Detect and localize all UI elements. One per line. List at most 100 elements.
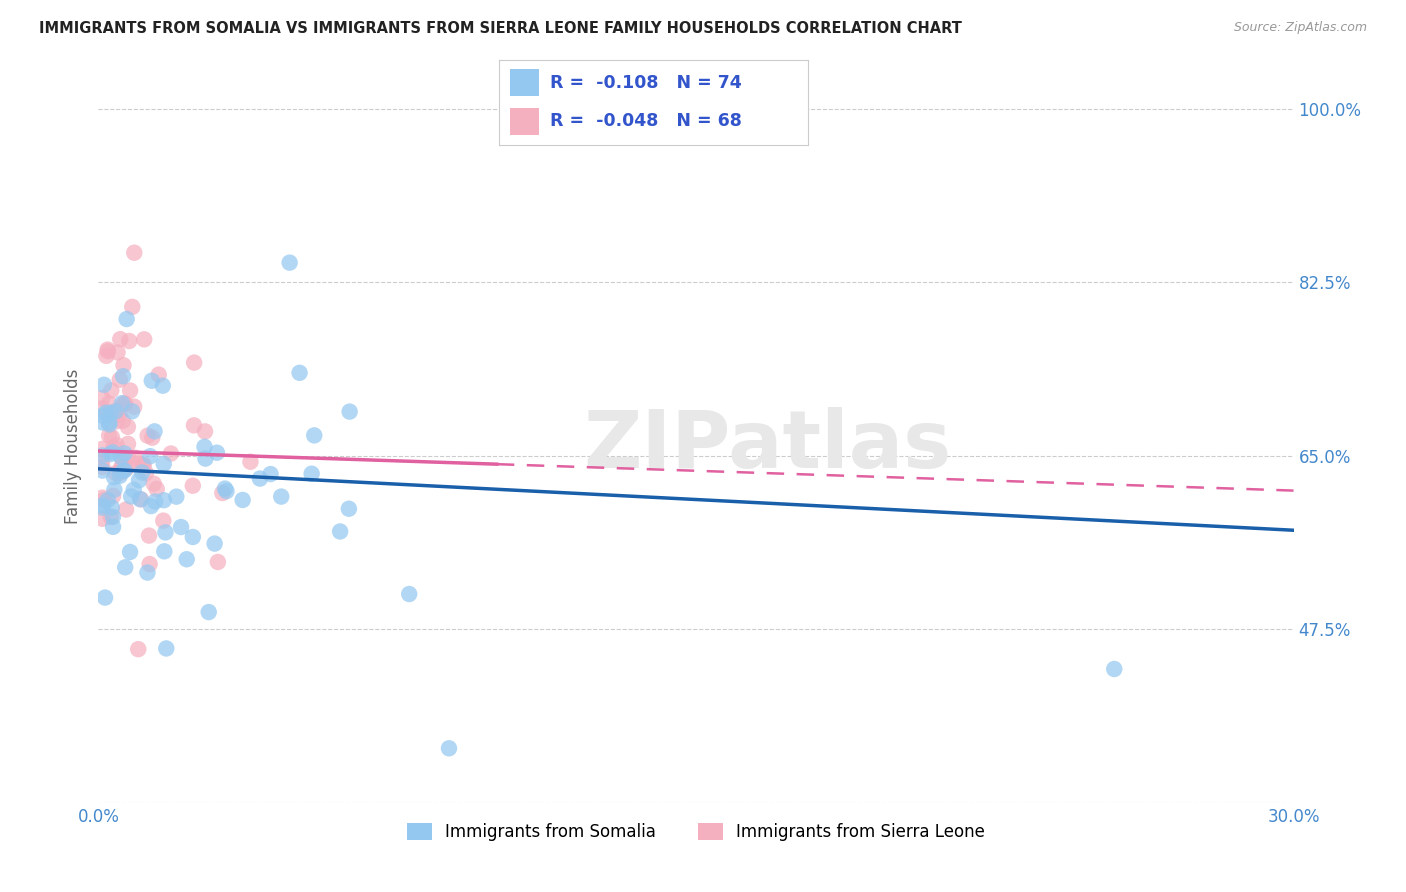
Text: ZIPatlas: ZIPatlas — [583, 407, 952, 485]
Point — [91, 500, 114, 515]
Point — [194, 451, 217, 466]
Point — [207, 555, 229, 569]
Point — [111, 396, 134, 410]
Point — [142, 476, 165, 491]
Point — [100, 406, 122, 420]
Point — [131, 458, 153, 472]
Point — [120, 545, 142, 559]
Point — [122, 400, 145, 414]
Point — [215, 484, 238, 499]
Point — [120, 489, 142, 503]
Y-axis label: Family Households: Family Households — [65, 368, 83, 524]
Point — [239, 455, 262, 469]
Bar — [510, 69, 540, 96]
Point — [1104, 662, 1126, 676]
Point — [91, 391, 114, 405]
Point — [141, 374, 163, 388]
Point — [96, 343, 118, 357]
Point — [129, 492, 152, 507]
Point — [183, 355, 205, 369]
Point — [114, 397, 136, 411]
Point — [108, 373, 131, 387]
Point — [155, 641, 177, 656]
Point — [100, 510, 122, 524]
Point — [270, 490, 292, 504]
Point — [91, 409, 114, 423]
Point — [114, 446, 136, 460]
Point — [110, 332, 132, 346]
Point — [100, 384, 122, 398]
Point — [112, 369, 135, 384]
Point — [165, 490, 187, 504]
Point — [181, 478, 204, 492]
Point — [114, 463, 136, 477]
Point — [110, 450, 132, 464]
Point — [115, 502, 138, 516]
Point — [183, 418, 205, 433]
Point — [138, 557, 160, 571]
Point — [115, 312, 138, 326]
Point — [211, 486, 233, 500]
Point — [117, 437, 139, 451]
Point — [91, 442, 114, 456]
Point — [114, 560, 136, 574]
Point — [194, 425, 217, 439]
Point — [105, 403, 128, 417]
Point — [93, 492, 115, 507]
Text: R =  -0.108   N = 74: R = -0.108 N = 74 — [550, 74, 742, 92]
Point — [214, 482, 236, 496]
Point — [152, 378, 174, 392]
Point — [97, 344, 120, 359]
Point — [98, 416, 121, 430]
Point — [108, 408, 131, 422]
Point — [112, 464, 135, 478]
Point — [104, 404, 127, 418]
Point — [155, 525, 177, 540]
Point — [101, 509, 124, 524]
Point — [110, 466, 132, 480]
Point — [94, 406, 117, 420]
Legend: Immigrants from Somalia, Immigrants from Sierra Leone: Immigrants from Somalia, Immigrants from… — [401, 816, 991, 848]
Point — [278, 255, 301, 269]
Point — [105, 438, 128, 452]
Point — [143, 425, 166, 439]
Point — [204, 536, 226, 550]
Point — [127, 642, 149, 657]
Text: R =  -0.048   N = 68: R = -0.048 N = 68 — [550, 112, 742, 129]
Point — [107, 345, 129, 359]
Point — [91, 512, 114, 526]
Point — [91, 498, 114, 512]
Point — [145, 482, 167, 496]
Point — [117, 419, 139, 434]
Point — [112, 396, 135, 410]
Point — [128, 473, 150, 487]
Point — [128, 457, 150, 471]
Point — [91, 449, 114, 463]
Point — [129, 492, 152, 507]
Point — [329, 524, 352, 539]
Point — [94, 591, 117, 605]
Point — [105, 414, 128, 428]
Point — [111, 458, 134, 473]
Point — [103, 483, 125, 497]
Bar — [510, 108, 540, 136]
Point — [197, 605, 219, 619]
Point — [153, 493, 176, 508]
Point — [136, 428, 159, 442]
Point — [288, 366, 311, 380]
Point — [153, 544, 176, 558]
Point — [101, 489, 124, 503]
Point — [249, 472, 271, 486]
Point — [259, 467, 281, 481]
Point — [304, 428, 326, 442]
Point — [121, 300, 143, 314]
Point — [110, 460, 132, 475]
Point — [96, 349, 118, 363]
Point — [97, 493, 120, 508]
Point — [93, 377, 115, 392]
Point — [232, 492, 254, 507]
Point — [181, 530, 204, 544]
Point — [337, 501, 360, 516]
Point — [205, 446, 228, 460]
Point — [152, 514, 174, 528]
